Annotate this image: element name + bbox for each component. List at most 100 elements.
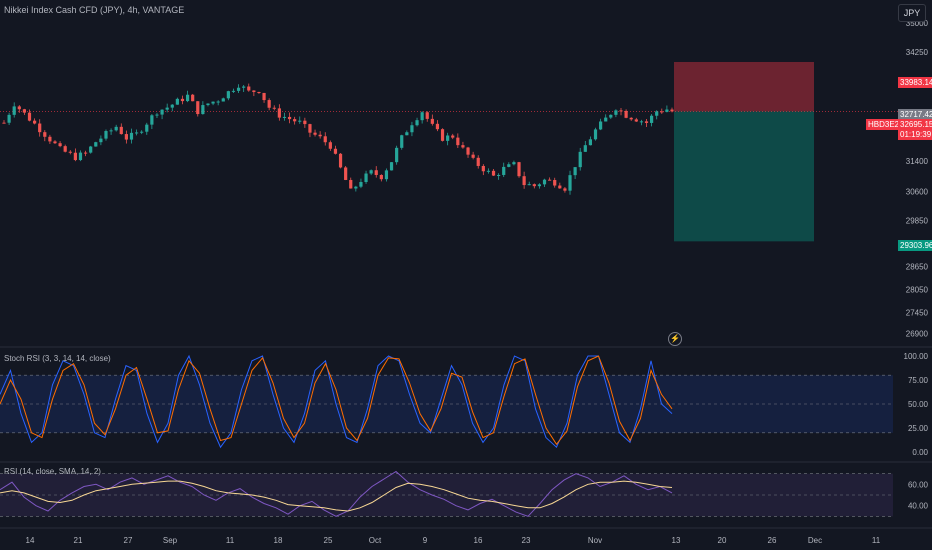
currency-button[interactable]: JPY [898,4,926,22]
candle-body [522,176,526,186]
candle-body [48,136,52,142]
candle-body [619,110,623,112]
candle-body [22,109,26,113]
target-price-label: 29303.96 [898,240,932,251]
candle-body [53,141,57,144]
candle-body [94,142,98,147]
candle-body [354,186,358,189]
candle-body [272,107,276,109]
time-tick-label: 13 [672,536,681,545]
candle-body [78,152,83,161]
candle-body [287,116,292,120]
price-tick-label: 34250 [906,48,929,57]
candle-body [257,92,261,94]
candle-body [318,134,322,137]
candle-body [476,157,480,166]
candle-body [461,145,465,148]
candle-body [277,108,281,118]
candle-body [374,170,378,175]
candle-body [512,162,516,165]
candle-body [201,105,205,115]
candle-body [145,124,149,132]
candle-body [369,170,373,174]
candle-body [599,121,603,130]
candle-body [655,111,659,116]
lightning-icon[interactable]: ⚡ [668,332,682,346]
candle-body [527,184,531,186]
candle-body [548,179,552,181]
candle-body [7,114,11,123]
candle-body [282,116,287,118]
symbol-label: HBD3E2225 [866,119,915,130]
candle-body [420,112,424,121]
candle-body [491,170,496,176]
candle-body [68,151,72,153]
rsi-tick-label: 40.00 [908,502,929,511]
candle-body [109,130,113,132]
countdown-label: 01:19:39 [898,129,932,140]
price-tick-label: 30600 [906,188,929,197]
price-tick-label: 29850 [906,216,929,225]
candle-body [609,114,613,118]
candle-body [160,109,164,115]
candle-body [660,111,664,113]
stoch-tick-label: 0.00 [912,448,928,457]
candle-body [99,138,103,143]
candle-body [150,115,154,125]
candle-body [415,120,419,126]
candle-body [639,121,644,123]
candle-body [328,142,332,149]
candle-body [293,119,297,122]
price-tick-label: 28650 [906,262,929,271]
candle-body [216,101,220,103]
stoch-tick-label: 50.00 [908,400,929,409]
stoch-rsi-label[interactable]: Stoch RSI (3, 3, 14, 14, close) [4,354,111,363]
candle-body [389,162,394,171]
candle-body [17,106,21,110]
candle-body [63,146,67,152]
candle-body [231,90,236,92]
candle-body [532,184,536,187]
candle-body [12,106,16,115]
candle-body [89,146,93,153]
price-tick-label: 31400 [906,157,929,166]
candle-body [563,188,567,191]
stoch-d-line [0,355,673,446]
time-tick-label: 11 [226,536,235,545]
candle-body [578,151,582,168]
time-tick-label: 25 [324,536,333,545]
candle-body [252,90,256,93]
candle-body [38,123,42,133]
candle-body [456,137,460,146]
rsi-tick-label: 60.00 [908,480,929,489]
time-tick-label: Oct [369,536,382,545]
candle-body [624,110,628,118]
time-tick-label: Nov [588,536,602,545]
time-tick-label: 20 [718,536,727,545]
price-tick-label: 26900 [906,330,929,339]
time-tick-label: Dec [808,536,822,545]
candle-body [410,125,414,133]
candle-body [359,182,363,187]
candle-body [497,174,501,176]
candle-body [323,136,327,143]
candle-body [73,152,77,161]
candle-body [384,170,389,180]
candle-body [170,104,174,108]
candle-body [226,91,230,99]
candle-body [313,132,317,135]
candle-body [446,135,450,141]
candle-body [507,164,511,167]
candle-body [191,94,195,102]
rsi-label[interactable]: RSI (14, close, SMA, 14, 2) [4,467,101,476]
candle-body [338,153,343,168]
candle-body [262,92,266,101]
candle-body [308,124,312,133]
candle-body [650,115,654,123]
candle-body [2,122,6,124]
candle-body [242,86,246,88]
candle-body [604,117,608,122]
candle-body [175,98,179,105]
candle-body [349,179,353,189]
